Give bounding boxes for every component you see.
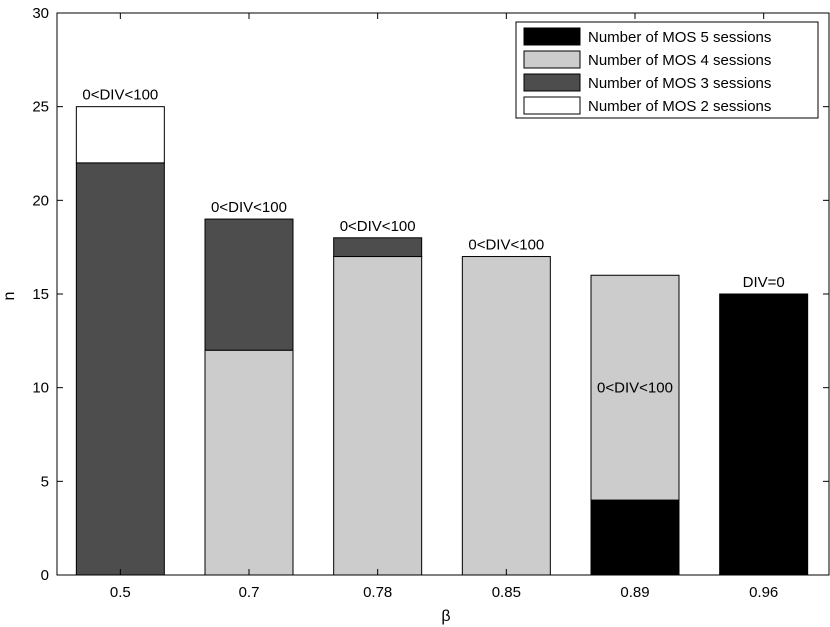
bar-0.78-series-2 — [333, 237, 423, 258]
y-tick-label: 10 — [32, 380, 49, 397]
bar-0.7-series-1 — [204, 349, 294, 576]
y-tick-label: 5 — [41, 473, 49, 490]
x-tick-label: 0.96 — [749, 584, 778, 601]
bars — [75, 106, 809, 576]
bar-annotation: 0<DIV<100 — [597, 380, 673, 397]
legend: Number of MOS 5 sessions Number of MOS 4 … — [515, 21, 819, 119]
bar-annotation: 0<DIV<100 — [468, 237, 544, 254]
y-tick-label: 0 — [41, 567, 49, 584]
bar-0.5-series-2 — [75, 162, 165, 576]
legend-label: Number of MOS 2 sessions — [588, 98, 771, 115]
legend-label: Number of MOS 4 sessions — [588, 52, 771, 69]
bar-0.85-series-1 — [461, 256, 551, 576]
bar-0.78-series-1 — [333, 256, 423, 576]
x-tick-label: 0.85 — [492, 584, 521, 601]
bar-annotation: 0<DIV<100 — [340, 218, 416, 235]
bar-annotations: 0<DIV<100 0<DIV<100 0<DIV<100 0<DIV<100 0<DI… — [82, 87, 784, 547]
bar-0.89-series-0 — [590, 499, 680, 576]
bar-annotation: 0<DIV<100 — [82, 87, 158, 104]
legend-label: Number of MOS 5 sessions — [588, 29, 771, 46]
legend-swatch — [523, 73, 581, 92]
axes: 0 5 10 15 20 25 30 0.5 0.7 0.78 0.85 0.89 0.96 — [32, 5, 830, 601]
legend-label: Number of MOS 3 sessions — [588, 75, 771, 92]
legend-swatch — [523, 50, 581, 69]
bar-annotation: 0<DIV<100 — [211, 199, 287, 216]
legend-swatch — [523, 96, 581, 115]
bar-0.96-series-0 — [719, 293, 809, 576]
x-tick-label: 0.78 — [363, 584, 392, 601]
y-tick-label: 25 — [32, 99, 49, 116]
bar-annotation: DIV=0 — [614, 530, 656, 547]
y-tick-label: 30 — [32, 5, 49, 22]
y-axis-label: n — [1, 292, 18, 301]
bar-0.5-series-3 — [75, 106, 165, 164]
y-tick-label: 20 — [32, 192, 49, 209]
x-tick-label: 0.89 — [620, 584, 649, 601]
bar-annotation: DIV=0 — [743, 274, 785, 291]
y-tick-label: 15 — [32, 286, 49, 303]
x-tick-label: 0.5 — [110, 584, 131, 601]
bar-0.89-series-1 — [590, 274, 680, 501]
legend-swatch — [523, 27, 581, 46]
x-axis-label: β — [441, 608, 450, 625]
bar-0.7-series-2 — [204, 218, 294, 351]
x-tick-label: 0.7 — [239, 584, 260, 601]
